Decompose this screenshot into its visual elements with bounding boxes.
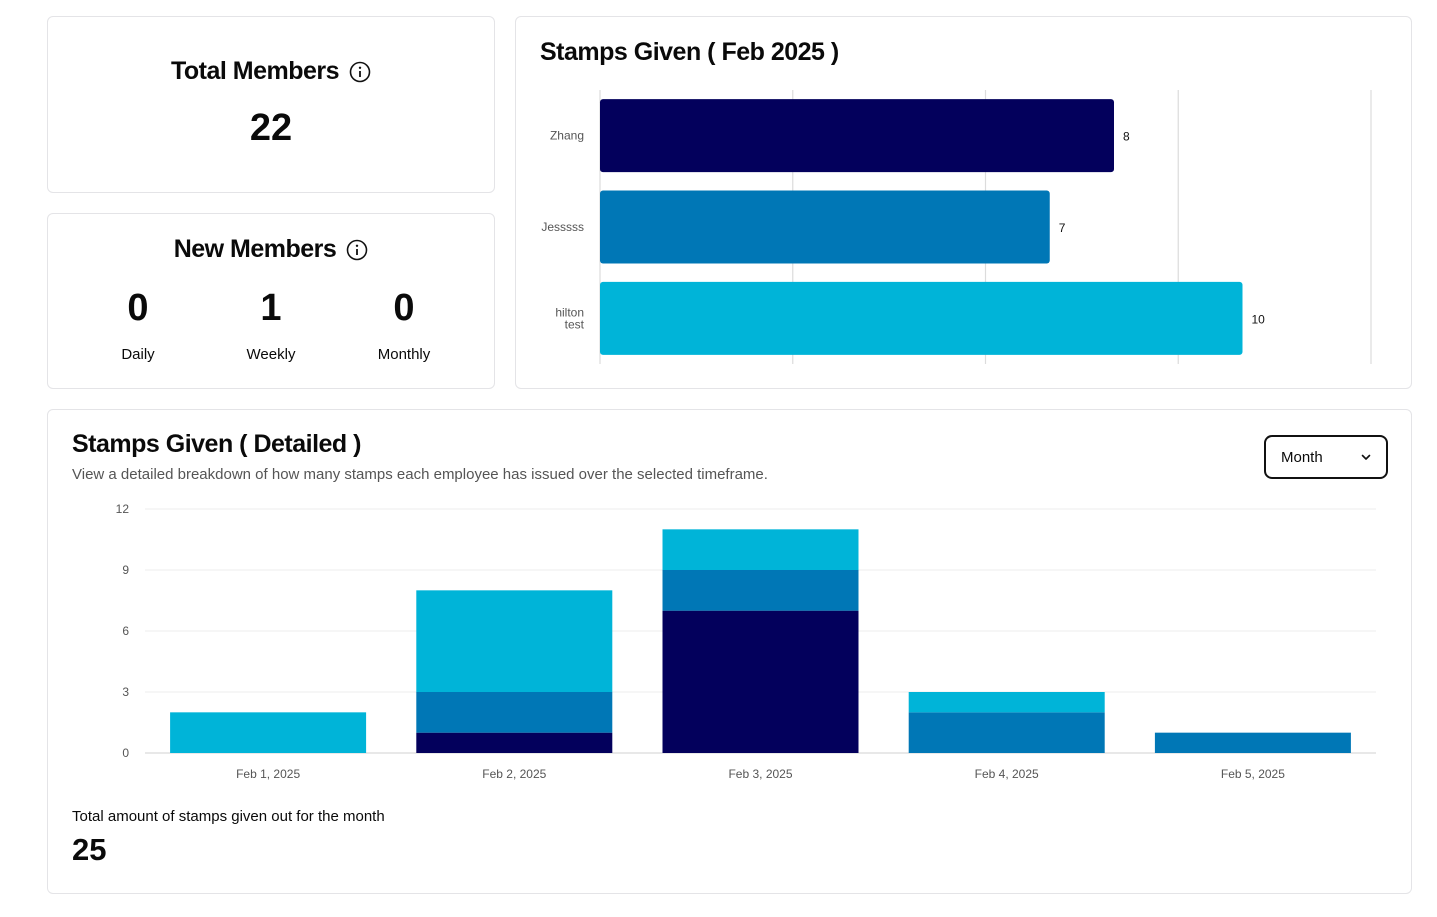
stat-daily: 0 Daily	[78, 288, 198, 363]
info-icon[interactable]	[349, 61, 371, 83]
data-label: 10	[1252, 312, 1266, 326]
y-tick-label: 3	[122, 685, 129, 699]
stamps-given-chart: Zhang 8 Jesssss 7 hilton test 10	[541, 90, 1372, 364]
y-tick-label: 0	[122, 746, 129, 760]
stat-monthly-value: 0	[393, 287, 415, 329]
stat-monthly: 0 Monthly	[344, 288, 464, 363]
category-label: Zhang	[550, 129, 584, 143]
timeframe-select-value: Month	[1281, 448, 1323, 466]
new-members-title: New Members	[173, 235, 337, 263]
bar-segment[interactable]	[416, 590, 613, 692]
bar[interactable]	[600, 190, 1050, 264]
x-tick-label: Feb 1, 2025	[236, 767, 300, 781]
bar[interactable]	[600, 281, 1243, 355]
stat-daily-label: Daily	[121, 346, 155, 363]
new-members-header: New Members	[48, 235, 494, 264]
total-members-header: Total Members	[48, 57, 494, 86]
y-tick-label: 12	[116, 502, 130, 516]
bar-segment[interactable]	[662, 529, 859, 570]
info-icon[interactable]	[346, 239, 368, 261]
stamps-detailed-subtitle: View a detailed breakdown of how many st…	[72, 466, 768, 483]
bar-segment[interactable]	[170, 712, 367, 753]
stat-weekly: 1 Weekly	[211, 288, 331, 363]
bar-segment[interactable]	[908, 712, 1105, 753]
chevron-down-icon	[1361, 454, 1371, 460]
y-tick-label: 6	[122, 624, 129, 638]
stat-daily-value: 0	[127, 287, 149, 329]
new-members-card: New Members 0 Daily 1 Weekly 0 Monthly	[47, 213, 495, 389]
bar-segment[interactable]	[416, 692, 613, 733]
category-label: hilton test	[555, 305, 584, 331]
stamps-given-title: Stamps Given ( Feb 2025 )	[540, 38, 839, 66]
stamps-detailed-title: Stamps Given ( Detailed )	[72, 430, 361, 458]
x-tick-label: Feb 3, 2025	[728, 767, 792, 781]
total-stamps-label: Total amount of stamps given out for the…	[72, 808, 385, 825]
stat-weekly-value: 1	[260, 287, 282, 329]
bar[interactable]	[600, 99, 1114, 173]
bar-segment[interactable]	[662, 610, 859, 753]
data-label: 8	[1123, 130, 1130, 144]
timeframe-select[interactable]: Month	[1264, 435, 1388, 479]
bar-segment[interactable]	[1154, 732, 1351, 753]
category-label: Jesssss	[541, 220, 584, 234]
data-label: 7	[1059, 221, 1066, 235]
total-members-title: Total Members	[170, 57, 340, 85]
stat-weekly-label: Weekly	[246, 346, 296, 363]
total-members-card: Total Members 22	[47, 16, 495, 193]
total-members-value: 22	[249, 107, 293, 149]
y-tick-label: 9	[122, 563, 129, 577]
bar-segment[interactable]	[908, 692, 1105, 713]
x-tick-label: Feb 4, 2025	[975, 767, 1039, 781]
x-tick-label: Feb 2, 2025	[482, 767, 546, 781]
bar-segment[interactable]	[416, 732, 613, 753]
bar-segment[interactable]	[662, 570, 859, 611]
stamps-detailed-card: Stamps Given ( Detailed ) View a detaile…	[47, 409, 1412, 894]
x-tick-label: Feb 5, 2025	[1221, 767, 1285, 781]
stamps-detailed-chart: 0 3 6 9 12 Feb 1, 2025 Feb 2, 2025 Feb 3, 2025 F…	[116, 502, 1376, 781]
total-stamps-value: 25	[72, 832, 107, 867]
stat-monthly-label: Monthly	[377, 346, 431, 363]
stamps-given-card: Stamps Given ( Feb 2025 ) Zhang 8 Jesssss 7…	[515, 16, 1412, 389]
